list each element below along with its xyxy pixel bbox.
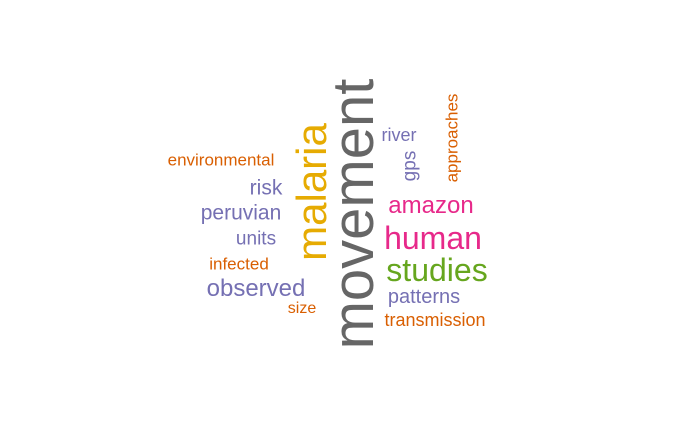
word-transmission: transmission	[384, 310, 486, 330]
word-amazon: amazon	[388, 192, 474, 219]
word-units: units	[235, 228, 277, 250]
word-size: size	[287, 300, 317, 317]
word-river: river	[381, 125, 417, 145]
word-approaches: approaches	[442, 93, 462, 183]
word-infected: infected	[209, 254, 269, 274]
word-human: human	[384, 220, 482, 256]
word-studies: studies	[386, 252, 488, 288]
word-risk: risk	[249, 176, 283, 200]
word-observed: observed	[206, 275, 306, 302]
word-malaria: malaria	[288, 123, 335, 261]
word-environmental: environmental	[167, 150, 275, 170]
word-peruvian: peruvian	[200, 201, 282, 225]
word-patterns: patterns	[387, 286, 461, 308]
word-gps: gps	[399, 150, 421, 182]
